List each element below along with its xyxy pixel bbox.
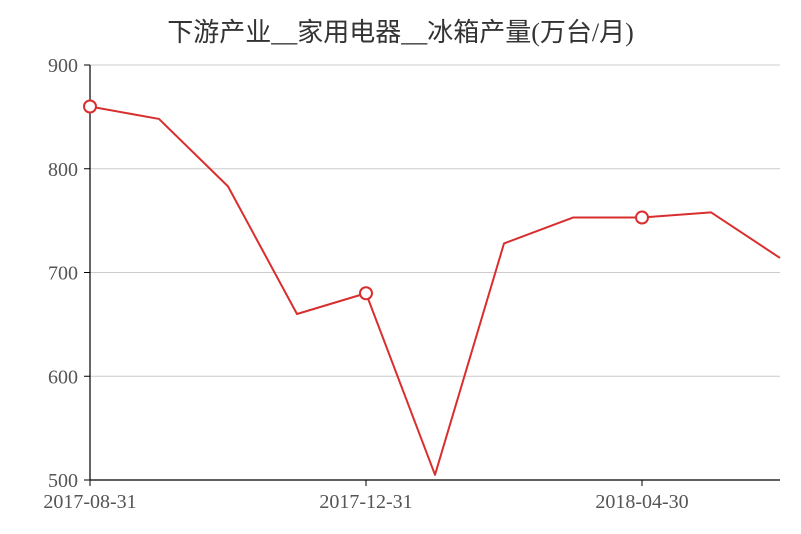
data-marker — [360, 287, 372, 299]
data-marker — [84, 101, 96, 113]
y-tick-label: 600 — [48, 366, 78, 388]
data-line — [90, 107, 780, 475]
y-tick-label: 900 — [48, 55, 78, 77]
x-tick-label: 2017-08-31 — [43, 491, 136, 513]
y-tick-label: 500 — [48, 470, 78, 492]
line-chart: 500 600 700 800 900 2017-08-31 2017-12-31 2018-… — [0, 0, 801, 534]
data-marker — [636, 212, 648, 224]
x-tick-label: 2017-12-31 — [319, 491, 412, 513]
x-tick-label: 2018-04-30 — [595, 491, 688, 513]
y-tick-label: 800 — [48, 159, 78, 181]
y-tick-label: 700 — [48, 263, 78, 285]
